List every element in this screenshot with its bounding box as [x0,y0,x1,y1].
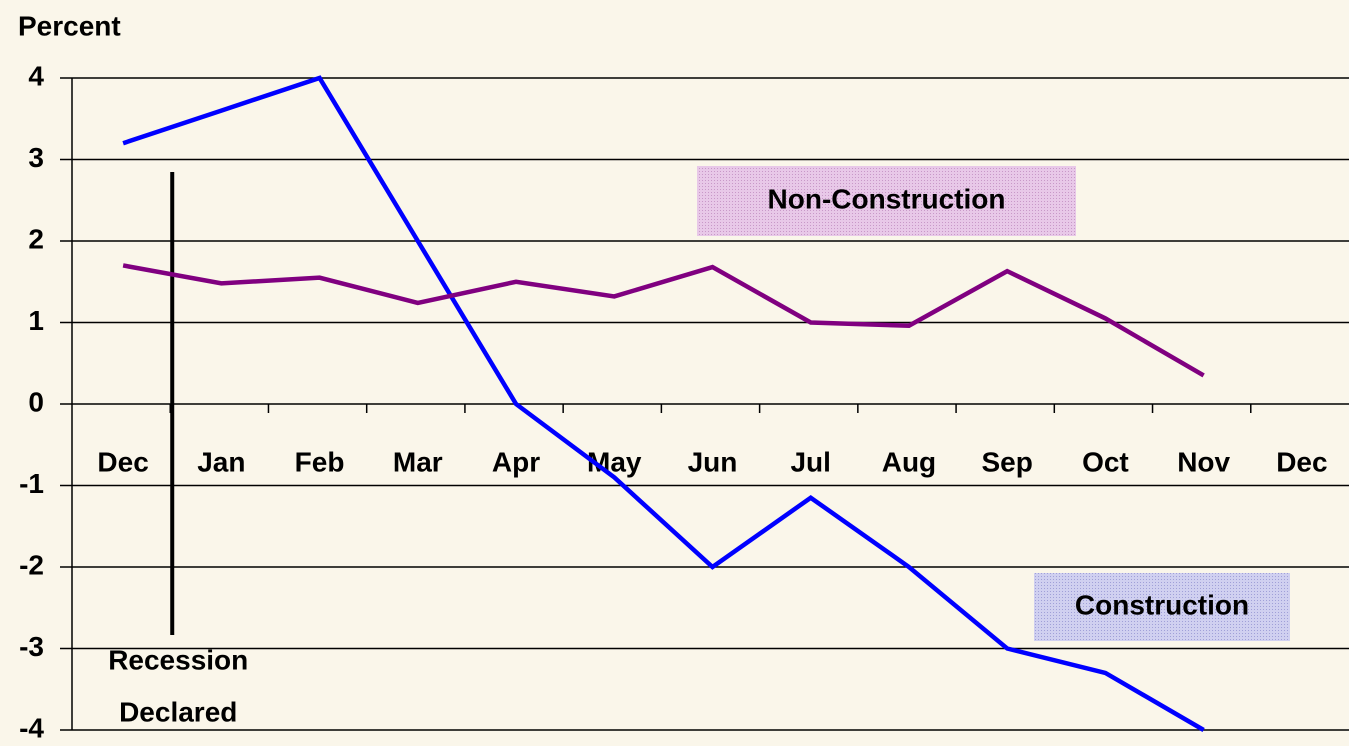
series-label-box [697,166,1076,236]
x-tick-label: Apr [492,446,540,477]
x-tick-label: Dec [1276,446,1327,477]
x-tick-label: Mar [393,446,443,477]
y-tick-label: -4 [19,712,44,743]
x-tick-label: Jun [688,446,738,477]
x-tick-label: Oct [1082,446,1129,477]
x-tick-label: Aug [882,446,936,477]
x-tick-label: Sep [982,446,1033,477]
y-tick-label: 1 [28,305,44,336]
y-tick-label: 3 [28,142,44,173]
series-label: Non-Construction [768,183,1006,214]
x-tick-label: Jul [790,446,830,477]
x-tick-label: Jan [197,446,245,477]
y-tick-label: -2 [19,549,44,580]
series-label-box [1034,573,1290,641]
series-line [122,263,1205,378]
y-tick-label: -1 [19,468,44,499]
y-tick-label: 0 [28,386,44,417]
y-tick-label: 4 [28,60,44,91]
series-label: Construction [1075,589,1249,620]
y-tick-label: 2 [28,223,44,254]
y-axis-title: Percent [18,10,121,41]
recession-label: Declared [119,696,237,727]
x-tick-label: Dec [97,446,148,477]
x-tick-label: Nov [1177,446,1230,477]
y-tick-label: -3 [19,631,44,662]
series-line [122,75,1205,732]
x-tick-label: Feb [295,446,345,477]
recession-label: Recession [108,644,248,675]
